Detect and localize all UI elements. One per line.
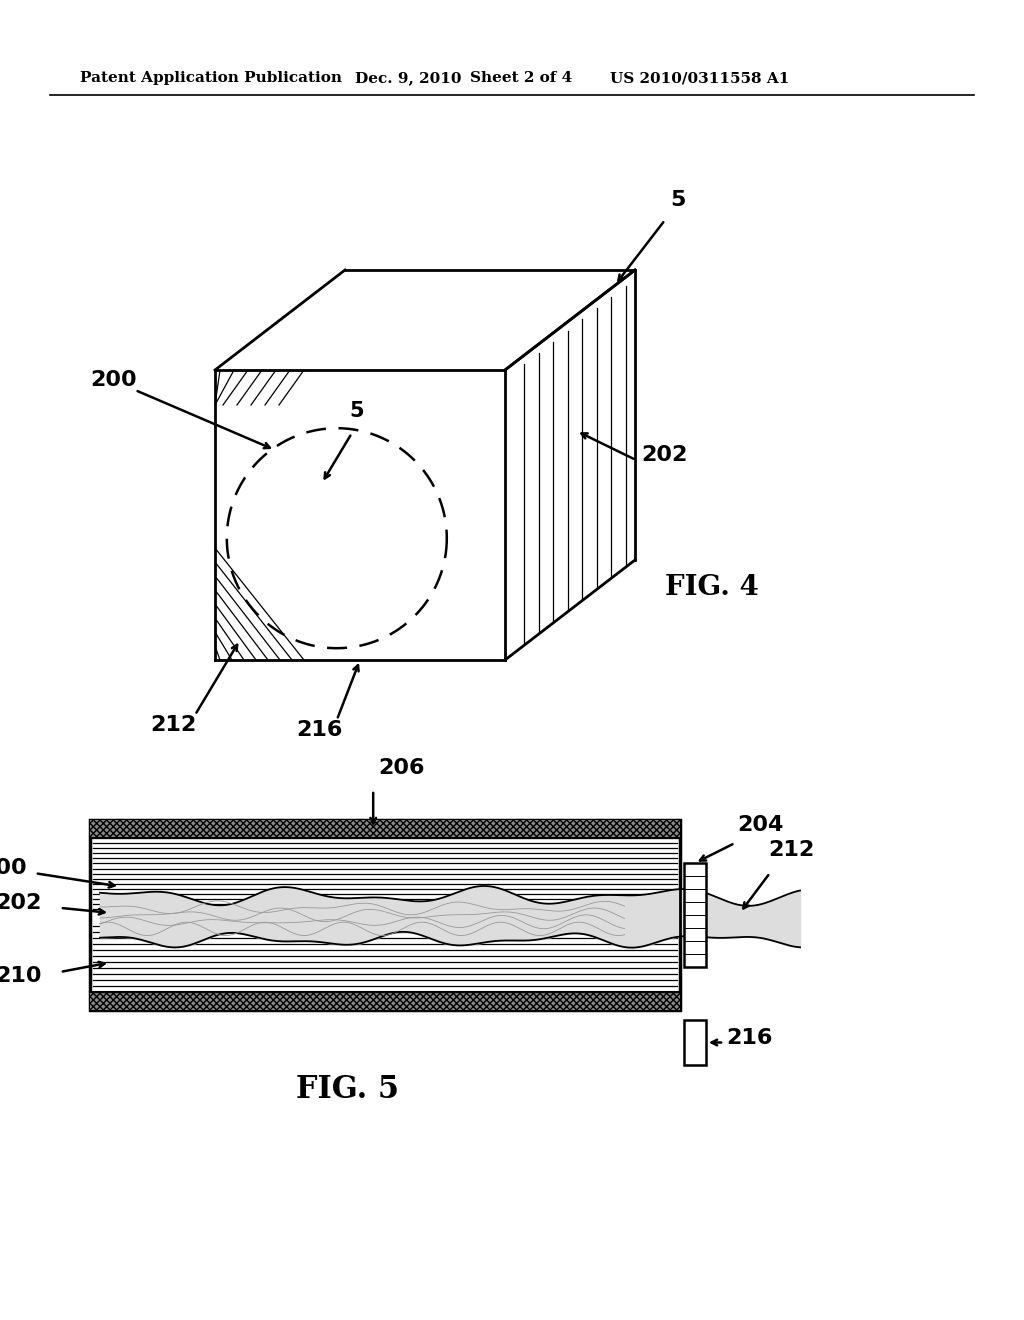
Text: Dec. 9, 2010: Dec. 9, 2010 <box>355 71 462 84</box>
Text: 200: 200 <box>90 370 136 389</box>
Text: 210: 210 <box>0 966 42 986</box>
Text: US 2010/0311558 A1: US 2010/0311558 A1 <box>610 71 790 84</box>
Text: 212: 212 <box>150 715 197 735</box>
Text: 216: 216 <box>296 719 343 741</box>
Text: 5: 5 <box>350 401 365 421</box>
Text: 204: 204 <box>737 814 783 836</box>
Bar <box>684 1020 706 1065</box>
Bar <box>90 993 680 1010</box>
Text: 202: 202 <box>641 445 687 465</box>
Text: 5: 5 <box>670 190 685 210</box>
Text: Sheet 2 of 4: Sheet 2 of 4 <box>470 71 572 84</box>
Text: FIG. 4: FIG. 4 <box>665 574 759 601</box>
Bar <box>90 820 680 1010</box>
Text: FIG. 5: FIG. 5 <box>297 1074 399 1106</box>
Bar <box>90 820 680 838</box>
Text: 212: 212 <box>768 840 814 859</box>
Text: 216: 216 <box>726 1027 772 1048</box>
Text: 200: 200 <box>0 858 27 878</box>
Bar <box>684 863 706 968</box>
Text: 202: 202 <box>0 892 41 913</box>
Text: Patent Application Publication: Patent Application Publication <box>80 71 342 84</box>
Text: 206: 206 <box>378 758 425 777</box>
